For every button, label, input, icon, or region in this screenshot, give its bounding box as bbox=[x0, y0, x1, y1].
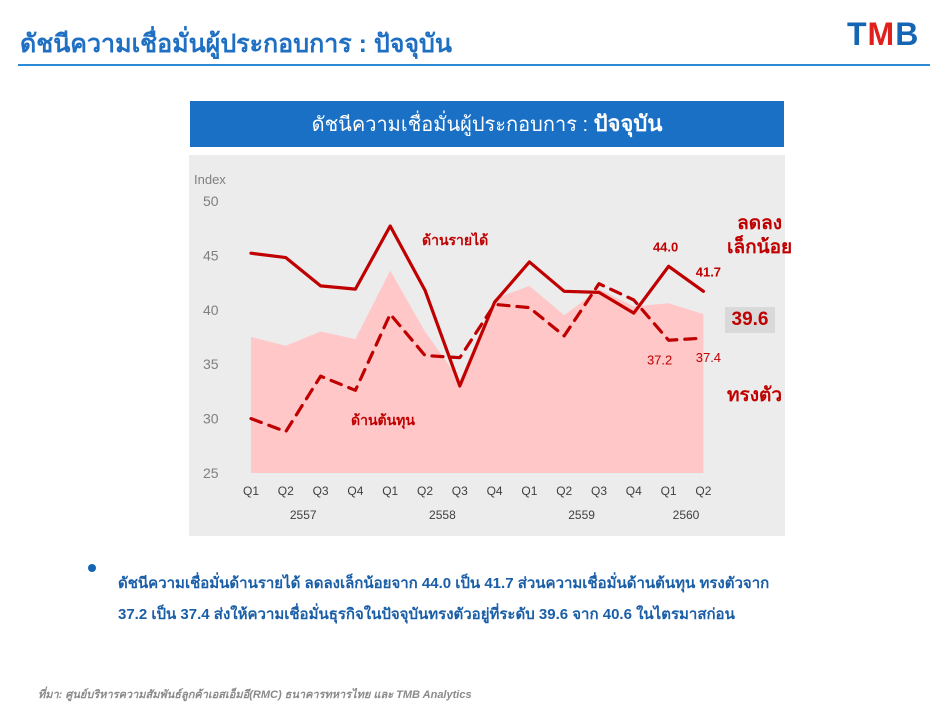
logo-letter-t: T bbox=[847, 16, 868, 52]
bullet-icon bbox=[88, 564, 96, 572]
x-tick-label: Q1 bbox=[382, 484, 398, 498]
data-label: 44.0 bbox=[653, 239, 678, 254]
x-tick-label: Q2 bbox=[278, 484, 294, 498]
year-label: 2557 bbox=[290, 508, 317, 522]
area-series bbox=[251, 270, 704, 473]
x-tick-label: Q4 bbox=[487, 484, 503, 498]
series-name-label: ด้านต้นทุน bbox=[351, 412, 415, 429]
chart-title-part1: ดัชนีความเชื่อมั่นผู้ประกอบการ : bbox=[311, 114, 594, 136]
bullet-line-1: ดัชนีความเชื่อมั่นด้านรายได้ ลดลงเล็กน้อ… bbox=[118, 575, 770, 592]
bullet-line-2: 37.2 เป็น 37.4 ส่งให้ความเชื่อมั่นธุรกิจ… bbox=[118, 606, 735, 623]
decline-annotation: ลดลง เล็กน้อย bbox=[727, 212, 792, 260]
x-tick-label: Q4 bbox=[347, 484, 363, 498]
title-divider bbox=[18, 64, 930, 66]
year-label: 2558 bbox=[429, 508, 456, 522]
year-label: 2559 bbox=[568, 508, 595, 522]
stable-annotation: ทรงตัว bbox=[727, 385, 783, 406]
y-tick-label: 50 bbox=[203, 193, 219, 209]
logo-letter-b: B bbox=[895, 16, 920, 52]
source-footnote: ที่มา: ศูนย์บริหารความสัมพันธ์ลูกค้าเอสเ… bbox=[38, 689, 472, 701]
series-line-0 bbox=[249, 224, 706, 388]
x-tick-label: Q3 bbox=[313, 484, 329, 498]
x-tick-label: Q1 bbox=[521, 484, 537, 498]
x-tick-label: Q2 bbox=[556, 484, 572, 498]
series-name-label: ด้านรายได้ bbox=[422, 231, 488, 248]
y-tick-label: 35 bbox=[203, 356, 219, 372]
x-tick-label: Q3 bbox=[591, 484, 607, 498]
chart-title-part2: ปัจจุบัน bbox=[593, 111, 663, 136]
x-tick-label: Q1 bbox=[243, 484, 259, 498]
x-tick-label: Q1 bbox=[661, 484, 677, 498]
y-tick-label: 40 bbox=[203, 302, 219, 318]
y-tick-label: 45 bbox=[203, 247, 219, 263]
data-label: 41.7 bbox=[696, 264, 721, 279]
x-tick-label: Q4 bbox=[626, 484, 642, 498]
decline-annotation-line2: เล็กน้อย bbox=[727, 237, 793, 258]
latest-value-box: 39.6 bbox=[725, 307, 775, 333]
bullet-summary: ดัชนีความเชื่อมั่นด้านรายได้ ลดลงเล็กน้อ… bbox=[118, 568, 878, 630]
y-axis-label: Index bbox=[194, 172, 226, 187]
x-tick-label: Q3 bbox=[452, 484, 468, 498]
sentiment-index-chart: Index 25 30 35 40 45 50 Q1 Q2 Q3 Q4 Q1 Q2 Q3 Q4 Q1 Q2 Q3 Q… bbox=[194, 172, 721, 522]
logo-letter-m: M bbox=[867, 16, 896, 52]
series-line-1 bbox=[249, 282, 706, 434]
data-label: 37.2 bbox=[647, 352, 672, 367]
x-tick-label: Q2 bbox=[417, 484, 433, 498]
chart-title-banner: ดัชนีความเชื่อมั่นผู้ประกอบการ : ปัจจุบั… bbox=[190, 101, 784, 147]
decline-annotation-line1: ลดลง bbox=[737, 213, 783, 234]
y-tick-label: 25 bbox=[203, 465, 219, 481]
year-label: 2560 bbox=[673, 508, 700, 522]
x-tick-label: Q2 bbox=[695, 484, 711, 498]
data-label: 37.4 bbox=[696, 350, 721, 365]
page-title: ดัชนีความเชื่อมั่นผู้ประกอบการ : ปัจจุบั… bbox=[20, 30, 453, 58]
tmb-logo: TMB bbox=[847, 16, 919, 53]
y-tick-label: 30 bbox=[203, 411, 219, 427]
